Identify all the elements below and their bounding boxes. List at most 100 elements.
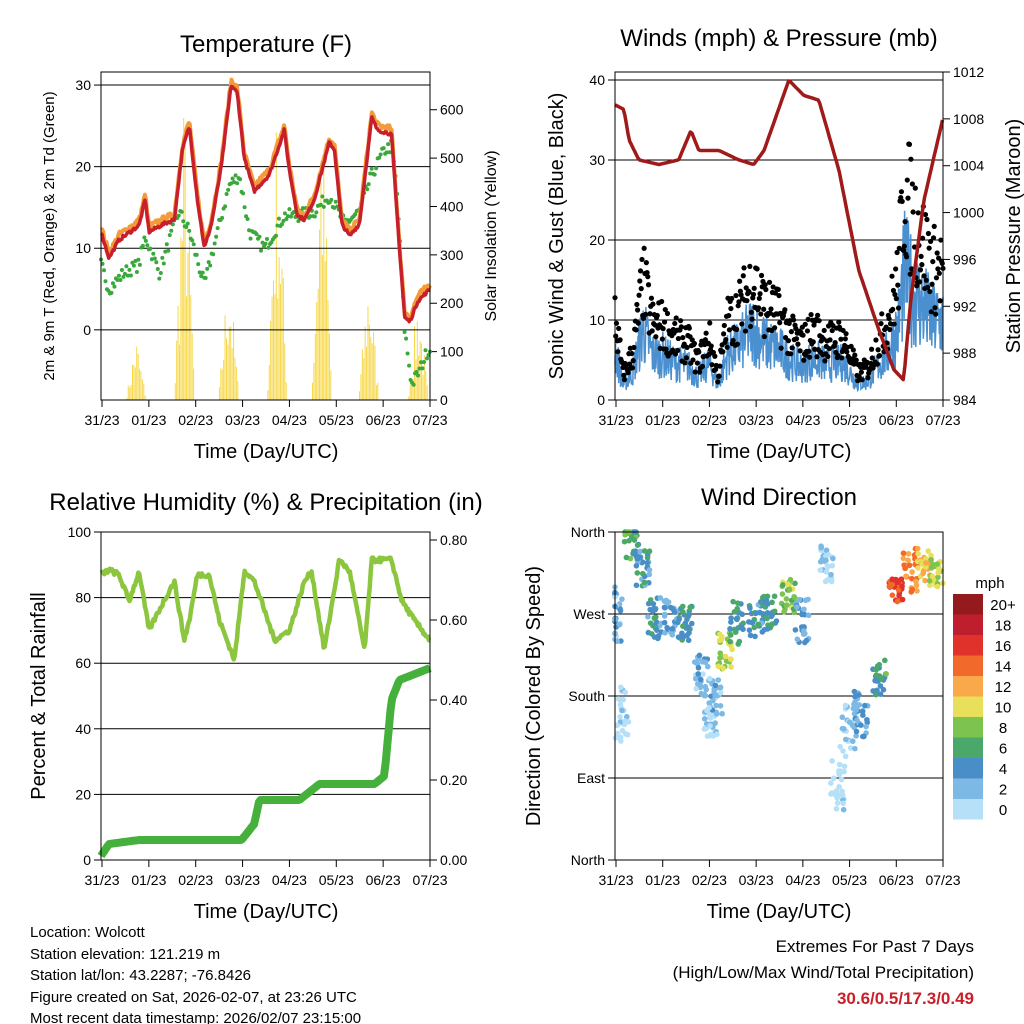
wind-direction-point <box>792 580 798 587</box>
dewpoint-point <box>407 363 412 368</box>
wind-direction-point <box>680 609 686 615</box>
wind-direction-point <box>618 684 624 691</box>
wind-direction-point <box>761 593 767 600</box>
wind-direction-point <box>883 671 889 677</box>
wind-direction-point <box>905 550 912 557</box>
gust-point <box>852 352 858 358</box>
gust-point <box>919 235 926 241</box>
wind-direction-point <box>764 601 771 607</box>
wind-direction-point <box>853 707 860 713</box>
wind-direction-point <box>841 726 847 732</box>
wind-direction-point <box>926 577 933 584</box>
wind-direction-point <box>704 663 711 670</box>
wind-direction-point <box>860 712 866 718</box>
dewpoint-point <box>405 351 410 356</box>
gust-point <box>934 250 940 256</box>
lat-lon: Station lat/lon: 43.2287; -76.8426 <box>30 967 252 984</box>
gust-point <box>825 353 831 360</box>
gust-point <box>708 343 714 349</box>
wind-direction-point <box>769 621 775 627</box>
gust-point <box>933 311 939 317</box>
wind-direction-point <box>752 610 759 617</box>
x-tick-label: 07/23 <box>925 412 960 428</box>
wind-direction-point <box>706 704 712 711</box>
y2-tick-label: 600 <box>440 102 464 118</box>
dewpoint-point <box>372 172 377 177</box>
gust-point <box>749 316 755 322</box>
wind-direction-point <box>803 637 810 644</box>
x-tick-label: 06/23 <box>879 412 914 428</box>
y-tick-label: 80 <box>75 590 91 606</box>
gust-point <box>626 361 633 367</box>
gust-point <box>751 285 757 291</box>
rh-xlabel: Time (Day/UTC) <box>194 901 339 923</box>
gust-point <box>758 311 764 317</box>
gust-point <box>908 156 914 162</box>
gust-point <box>726 327 733 333</box>
gust-point <box>757 291 763 297</box>
temp-xlabel: Time (Day/UTC) <box>194 441 339 463</box>
wind-direction-point <box>656 623 663 629</box>
gust-point <box>721 322 727 329</box>
elevation: Station elevation: 121.219 m <box>30 945 221 963</box>
gust-point <box>843 331 849 337</box>
gust-point <box>807 354 813 360</box>
gust-point <box>744 298 750 304</box>
wind-direction-point <box>619 707 625 714</box>
wind-direction-point <box>794 636 801 643</box>
gust-point <box>746 289 752 295</box>
gust-point <box>878 320 884 327</box>
dewpoint-point <box>176 213 181 218</box>
gust-point <box>855 378 861 384</box>
wind-direction-point <box>896 592 902 599</box>
dewpoint-point <box>181 219 186 224</box>
winds-xlabel: Time (Day/UTC) <box>707 441 852 463</box>
gust-point <box>621 377 628 383</box>
gust-point <box>795 341 801 347</box>
wind-direction-point <box>841 763 848 770</box>
gust-point <box>755 305 762 311</box>
dewpoint-point <box>300 206 305 211</box>
y2-tick-label: 500 <box>440 150 464 166</box>
dewpoint-point <box>425 356 430 361</box>
wind-direction-point <box>880 686 887 693</box>
legend-swatch <box>953 635 983 656</box>
wind-direction-point <box>687 604 694 611</box>
gust-point <box>633 327 639 333</box>
gust-point <box>748 309 754 315</box>
gust-point <box>702 337 708 343</box>
wind-direction-point <box>842 753 849 760</box>
legend-label: 20+ <box>990 597 1016 614</box>
dewpoint-point <box>179 209 184 214</box>
gust-point <box>890 287 897 294</box>
x-tick-label: 01/23 <box>131 412 166 428</box>
gust-point <box>650 301 656 307</box>
wind-direction-point <box>727 638 733 645</box>
wind-direction-point <box>922 577 928 584</box>
wind-direction-point <box>839 792 846 798</box>
gust-point <box>887 326 893 333</box>
wind-direction-point <box>934 583 941 590</box>
dewpoint-point <box>248 236 253 241</box>
rh-line <box>99 555 432 662</box>
dewpoint-point <box>212 241 217 246</box>
gust-point <box>616 325 622 332</box>
gust-point <box>928 238 934 245</box>
dewpoint-point <box>230 176 235 181</box>
gust-point <box>874 361 881 367</box>
wind-direction-point <box>623 554 630 561</box>
y2-tick-label: 0 <box>440 392 448 408</box>
temp-title: Temperature (F) <box>180 31 352 58</box>
dewpoint-point <box>101 268 106 273</box>
gust-point <box>789 345 795 351</box>
gust-point <box>917 279 923 285</box>
wind-direction-point <box>805 612 812 619</box>
wind-direction-point <box>695 671 702 677</box>
wind-direction-point <box>824 562 831 569</box>
dewpoint-point <box>378 152 383 157</box>
gust-point <box>879 311 885 317</box>
gust-point <box>675 347 681 354</box>
gust-point <box>775 286 781 293</box>
dewpoint-point <box>377 155 382 160</box>
wind-direction-point <box>877 683 884 689</box>
